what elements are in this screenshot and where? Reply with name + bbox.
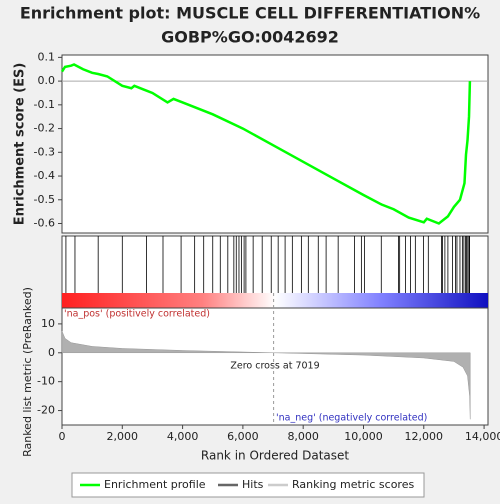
rank-band: [62, 293, 488, 308]
legend-label: Enrichment profile: [104, 478, 206, 491]
metric-panel: [61, 307, 489, 426]
x-tick-label: 10,000: [344, 430, 383, 443]
legend-label: Ranking metric scores: [292, 478, 414, 491]
x-tick-label: 4,000: [167, 430, 199, 443]
enrichment-line: [60, 63, 472, 225]
y-tick-label: -0.2: [34, 122, 55, 135]
legend: [71, 472, 425, 498]
x-tick-label: 12,000: [405, 430, 444, 443]
pos-label: 'na_pos' (positively correlated): [64, 309, 210, 320]
x-tick-label: 0: [59, 430, 66, 443]
es-panel: [61, 54, 489, 234]
y-tick-label: -0.5: [34, 193, 55, 206]
y-tick-label: -0.3: [34, 145, 55, 158]
chart-subtitle: GOBP%GO:0042692: [161, 28, 339, 47]
y-axis-label: Enrichment score (ES): [13, 63, 28, 226]
zero-cross-label: Zero cross at 7019: [230, 361, 319, 372]
y-tick-label: -0.6: [34, 217, 55, 230]
metric-area: [61, 331, 471, 420]
legend-label: Hits: [242, 478, 264, 491]
chart-title: Enrichment plot: MUSCLE CELL DIFFERENTIA…: [20, 4, 480, 23]
neg-label: 'na_neg' (negatively correlated): [276, 413, 427, 424]
y-tick-label: -20: [37, 404, 55, 417]
y-tick-label: 0.0: [38, 74, 56, 87]
y-tick-label: 10: [41, 317, 55, 330]
y-tick-label: -0.1: [34, 98, 55, 111]
x-axis-label: Rank in Ordered Dataset: [201, 449, 349, 463]
y-tick-label: -10: [37, 375, 55, 388]
y-axis-label: Ranked list metric (PreRanked): [21, 287, 34, 457]
x-tick-label: 2,000: [107, 430, 139, 443]
y-tick-label: 0: [48, 346, 55, 359]
x-tick-label: 6,000: [227, 430, 259, 443]
y-tick-label: 0.1: [38, 50, 56, 63]
y-tick-label: -0.4: [34, 169, 55, 182]
x-tick-label: 14,000: [465, 430, 500, 443]
x-tick-label: 8,000: [287, 430, 319, 443]
